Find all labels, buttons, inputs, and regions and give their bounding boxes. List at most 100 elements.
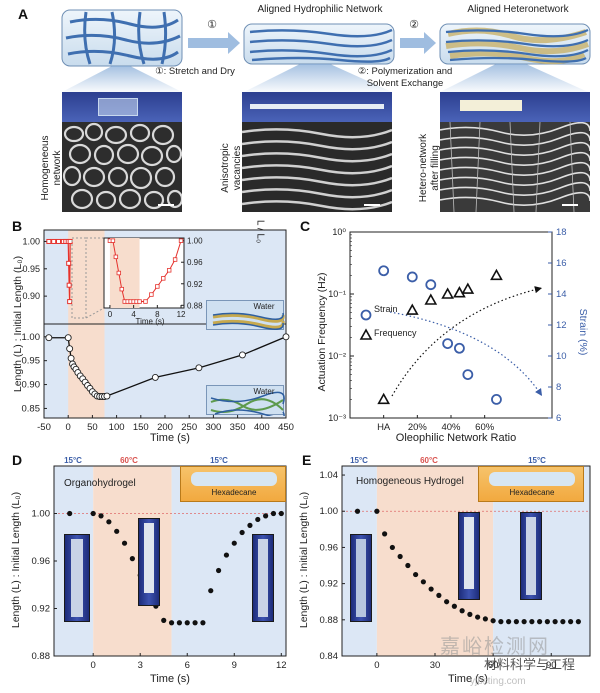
panel-b-top-ytick-label: 0.95 [22, 264, 40, 274]
panel-b-top-point [46, 238, 52, 244]
panel-c-xtick-label: HA [377, 422, 391, 433]
panel-b-inset-point [116, 270, 122, 276]
side-label-anisotropic-line2: vacancies [232, 145, 243, 191]
panel-a-schematic [61, 9, 591, 92]
sample-photo-d-left-gel [71, 539, 83, 617]
panel-c-y2tick-label: 16 [556, 258, 567, 269]
sem-anisotropic-texture [242, 122, 392, 212]
panel-a-letter: A [18, 6, 29, 22]
panel-e-point [374, 508, 380, 514]
panel-c-frame [349, 231, 553, 419]
panel-e-point [389, 544, 395, 551]
panel-e-point [521, 619, 527, 625]
sample-photo-d-right [252, 534, 274, 622]
panel-e-chart: 0.84 0.88 0.92 0.96 1.00 1.04 0 30 60 90 [320, 465, 591, 671]
step2-label-line2: Solvent Exchange [366, 78, 444, 89]
sample-photo-d-mid-gel [144, 523, 154, 593]
panel-b-inset-point [137, 299, 142, 304]
panel-c-y2tick-label: 18 [556, 227, 567, 238]
panel-e-frame [341, 465, 591, 657]
water-inset-top: Water [206, 300, 285, 330]
panel-d-point [98, 513, 104, 519]
panel-c-frequency-point [461, 282, 475, 294]
panel-e-point [482, 616, 488, 622]
panel-b-zoom-box [71, 237, 87, 319]
panel-d-point [200, 620, 206, 626]
panel-b-top-point [56, 238, 62, 244]
panel-b-point [103, 392, 111, 400]
panel-d-xtick-label: 0 [91, 660, 96, 671]
panel-d-point [114, 528, 120, 534]
sample-photo-d-right-gel [258, 539, 268, 617]
panel-d-point [223, 552, 230, 558]
water-inset-bottom: Water [206, 385, 285, 419]
panel-c-frequency-trend-arrow [391, 286, 543, 397]
aligned-heteronetwork-block [439, 23, 591, 92]
panel-c-xtick-label: 20% [408, 422, 428, 433]
panel-e-point [354, 508, 361, 514]
panel-c-ylabel-right: Strain (%) [577, 308, 589, 356]
panel-e-ytick-label: 0.96 [320, 542, 339, 553]
panel-d-point [192, 620, 198, 626]
panel-b-inset-xtick-label: 12 [177, 310, 186, 319]
panel-b-top-point [67, 299, 73, 305]
panel-b-point [238, 351, 246, 359]
panel-e-point [382, 531, 388, 537]
panel-c-strain-point [378, 265, 390, 277]
sample-photo-d-left [64, 534, 90, 622]
panel-b-inset-point [178, 238, 184, 243]
hexadecane-inset-e-gel [489, 472, 575, 486]
panel-b-inset-point [119, 286, 124, 292]
panel-e-point [498, 619, 504, 625]
panel-c-ytick-label: 10⁰ [332, 227, 346, 237]
panel-e-point [451, 603, 457, 609]
photo-anisotropic [242, 92, 392, 122]
panel-b-xtick-label: 300 [205, 422, 221, 433]
panel-e-point [513, 619, 519, 625]
hexadecane-inset-d: Hexadecane [180, 466, 286, 502]
panel-e-point [552, 619, 558, 625]
panel-b-inset-point [155, 284, 160, 289]
panel-d-xtick-label: 9 [232, 660, 237, 671]
panel-b-letter: B [12, 218, 23, 234]
panel-e-xlabel: Time (s) [448, 673, 488, 685]
sample-photo-e-left [350, 534, 372, 622]
panel-e-point [529, 619, 535, 625]
sem-homogeneous-texture [62, 122, 182, 212]
panel-d-point [215, 567, 222, 574]
panel-b-inset-point [143, 299, 148, 304]
panel-e-xtick-label: 90 [546, 660, 557, 671]
sem-hetero-texture [440, 122, 590, 212]
panel-c-strain-trend-arrow [389, 311, 543, 397]
panel-c-frequency-point [424, 293, 438, 305]
panel-b-point [45, 334, 53, 342]
panel-e-point [490, 618, 496, 624]
panel-b-inset-point [113, 254, 119, 260]
panel-d-temp-right: 15°C [210, 456, 228, 465]
panel-d-point [184, 620, 190, 626]
panel-d-point [90, 510, 96, 517]
panel-d-ytick-label: 0.88 [32, 651, 51, 662]
hexadecane-inset-e: Hexadecane [478, 466, 584, 502]
panel-e-point [506, 619, 512, 625]
panel-e-letter: E [302, 452, 312, 468]
aligned-hydrophilic-block [243, 23, 395, 92]
panel-d-point [121, 540, 128, 546]
panel-c-ylabel-left: Actuation Frequency (Hz) [316, 272, 328, 392]
panel-c-strain-point [406, 271, 418, 283]
side-label-anisotropic: Anisotropic vacancies [220, 118, 244, 218]
panel-d-temp-mid: 60°C [120, 456, 138, 465]
panel-e-xtick-label: 30 [430, 660, 441, 671]
panel-c-y2tick-label: 10 [556, 351, 567, 362]
panel-c-strain-point [442, 338, 454, 349]
panel-c-y2tick-label: 14 [556, 289, 567, 300]
watermark-line3: yjbsting.com [470, 676, 526, 687]
panel-c-xtick-label: 60% [475, 422, 495, 433]
panel-b-xtick-label: 450 [278, 422, 294, 433]
panel-b-point [282, 333, 290, 341]
side-label-hetero: Hetero-network after filling [418, 118, 442, 218]
step2-number: ② [409, 19, 419, 31]
panel-b-inset-ytick-label: 0.92 [187, 280, 203, 289]
panel-e-temp-mid: 60°C [420, 456, 438, 465]
panel-d-point [161, 617, 167, 623]
